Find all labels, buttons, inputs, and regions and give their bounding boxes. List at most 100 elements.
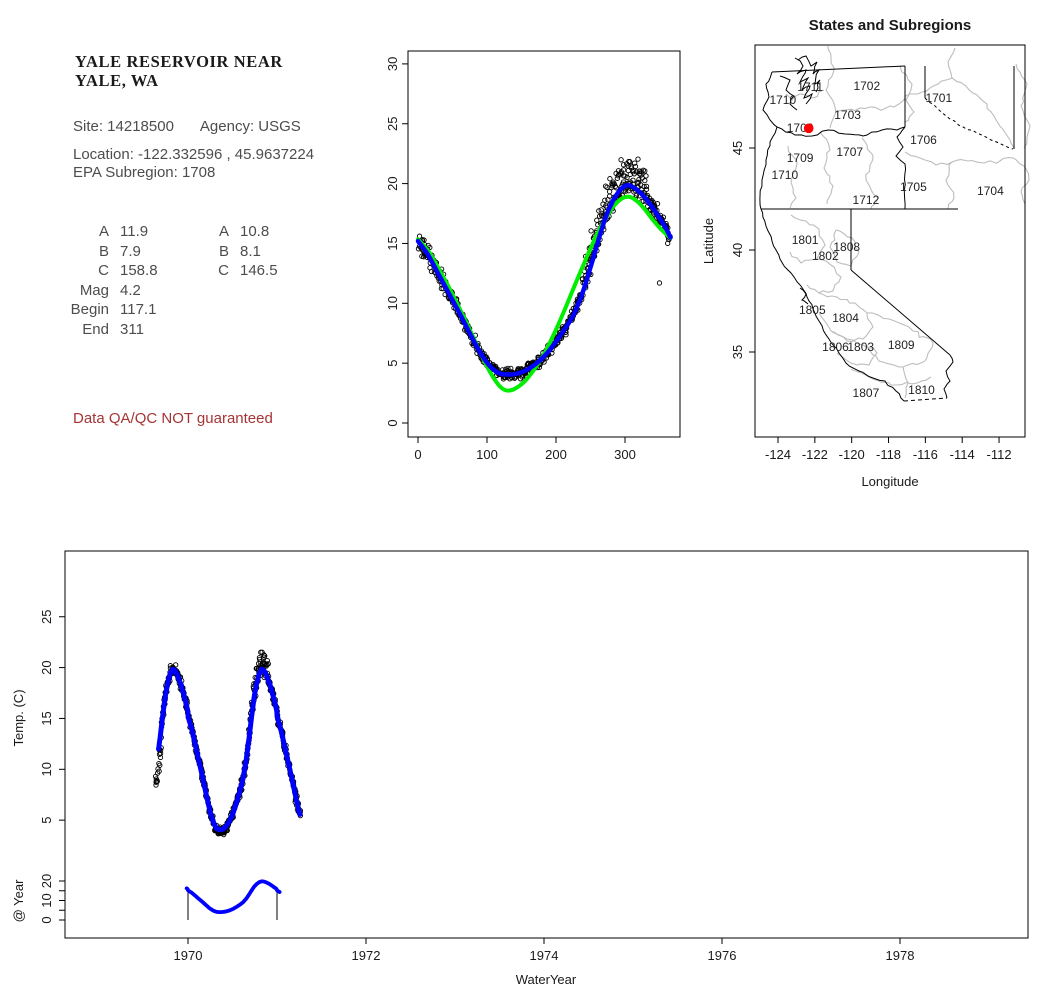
svg-text:45: 45 <box>730 141 745 155</box>
plot-frame <box>407 50 681 438</box>
epa-subregion-line: EPA Subregion: 1708 <box>73 164 216 181</box>
inset-y-axis-label: @ Year <box>11 879 26 923</box>
subregion-label-1808: 1808 <box>833 240 860 254</box>
qa-warning-text: Data QA/QC NOT guaranteed <box>73 410 273 427</box>
svg-text:20: 20 <box>385 176 400 190</box>
station-title-line1: YALE RESERVOIR NEAR <box>75 52 283 71</box>
map-title: States and Subregions <box>809 17 972 34</box>
subregion-label-1803: 1803 <box>847 340 874 354</box>
scatter-points <box>152 649 304 838</box>
location-line: Location: -122.332596 , 45.9637224 <box>73 146 315 163</box>
subregion-label-1706: 1706 <box>910 133 937 147</box>
svg-text:10: 10 <box>39 762 54 776</box>
subregion-label-1801: 1801 <box>792 233 819 247</box>
blue-fit-curve <box>415 183 673 377</box>
timeseries-x-axis-label: WaterYear <box>516 972 577 987</box>
svg-text:0: 0 <box>385 419 400 426</box>
subregion-label-1702: 1702 <box>853 79 880 93</box>
station-marker <box>803 123 814 134</box>
subregion-label-1809: 1809 <box>888 338 915 352</box>
subregion-label-1802: 1802 <box>812 249 839 263</box>
fit-parameter-row: A 11.9 A 10.8 <box>98 223 270 240</box>
svg-text:10: 10 <box>385 296 400 310</box>
subregion-label-1807: 1807 <box>853 386 880 400</box>
subregion-label-1707: 1707 <box>836 145 863 159</box>
station-title: YALE RESERVOIR NEAR YALE, WA <box>75 52 283 91</box>
svg-text:5: 5 <box>39 817 54 824</box>
svg-text:1978: 1978 <box>886 948 915 963</box>
seasonal-inset <box>184 879 282 920</box>
svg-text:0: 0 <box>414 447 421 462</box>
site-agency-line: Site: 14218500 Agency: USGS <box>73 118 301 135</box>
fit-parameter-row: Begin 117.1 <box>70 301 157 318</box>
fit-parameter-row: Mag 4.2 <box>79 281 141 299</box>
station-title-line2: YALE, WA <box>75 71 159 91</box>
svg-text:10: 10 <box>39 893 54 907</box>
timeseries-y-axis-label: Temp. (C) <box>11 689 26 746</box>
fit-parameter-row: C 158.8 C 146.5 <box>98 262 278 279</box>
svg-text:-122: -122 <box>802 447 828 462</box>
svg-text:1972: 1972 <box>352 948 381 963</box>
subregion-label-1804: 1804 <box>832 311 859 325</box>
subregion-label-1806: 1806 <box>822 340 849 354</box>
scatter-points <box>415 156 673 382</box>
subregion-label-1712: 1712 <box>853 193 880 207</box>
svg-text:15: 15 <box>39 711 54 725</box>
svg-text:-124: -124 <box>765 447 791 462</box>
region-map: -124 -122 -120 -118 -116 -114 -112354045171117… <box>730 44 1031 462</box>
plot-frame <box>64 550 1029 939</box>
subregion-label-1710: 1710 <box>771 168 798 182</box>
svg-text:40: 40 <box>730 243 745 257</box>
svg-text:1974: 1974 <box>530 948 559 963</box>
svg-text:35: 35 <box>730 345 745 359</box>
timeseries-plot: 1970 1972 1974 1976 1978 5 10 15 20 25 0 10 20 <box>39 550 1029 963</box>
subregion-label-1704: 1704 <box>977 184 1004 198</box>
subregion-label-1709: 1709 <box>787 151 814 165</box>
subregion-label-1805: 1805 <box>799 303 826 317</box>
subregion-label-1705: 1705 <box>900 180 927 194</box>
svg-text:100: 100 <box>476 447 498 462</box>
svg-text:20: 20 <box>39 874 54 888</box>
axes: 1970 1972 1974 1976 1978 5 10 15 20 25 0 10 20 <box>39 610 914 963</box>
svg-text:15: 15 <box>385 236 400 250</box>
map-x-axis-label: Longitude <box>861 474 918 489</box>
axes: 0 100 200 300 0 5 10 15 20 25 30 <box>385 57 636 462</box>
svg-text:-112: -112 <box>987 447 1012 462</box>
agency: Agency: USGS <box>199 118 301 135</box>
svg-text:-120: -120 <box>839 447 865 462</box>
fit-parameter-row: B 7.9 B 8.1 <box>98 242 261 260</box>
blue-fit-curve <box>156 666 303 833</box>
subregion-label-1810: 1810 <box>908 383 935 397</box>
subregion-label-1710: 1710 <box>769 93 796 107</box>
svg-text:-116: -116 <box>913 447 938 462</box>
plot-frame <box>754 44 1026 438</box>
subregion-label-1701: 1701 <box>925 91 952 105</box>
svg-text:0: 0 <box>39 916 54 923</box>
svg-text:-118: -118 <box>876 447 901 462</box>
station-info-panel: YALE RESERVOIR NEAR YALE, WA Site: 14218… <box>71 52 403 452</box>
subregion-labels: 1711171017021701170317081706170717091710… <box>769 79 1004 400</box>
svg-text:20: 20 <box>39 660 54 674</box>
inset-seasonal-curve <box>184 879 282 914</box>
svg-text:-114: -114 <box>950 447 975 462</box>
svg-text:1976: 1976 <box>708 948 737 963</box>
svg-text:25: 25 <box>39 610 54 624</box>
fit-parameters-table: A 11.9 A 10.8 B 7.9 B 8.1 C 158.8 C 146.5 Mag 4.2 Begi… <box>63 222 289 339</box>
svg-text:30: 30 <box>385 57 400 71</box>
subregion-label-1703: 1703 <box>834 108 861 122</box>
svg-text:1970: 1970 <box>174 948 203 963</box>
map-y-axis-label: Latitude <box>701 218 716 264</box>
svg-text:25: 25 <box>385 117 400 131</box>
site-id: Site: 14218500 <box>73 118 174 135</box>
svg-text:300: 300 <box>614 447 636 462</box>
subregion-label-1711: 1711 <box>797 80 823 94</box>
fit-parameter-row: End 311 <box>82 320 144 338</box>
subregion-boundaries <box>785 45 1031 399</box>
svg-text:200: 200 <box>545 447 567 462</box>
svg-text:5: 5 <box>385 360 400 367</box>
axes: -124 -122 -120 -118 -116 -114 -112 35 40 45 <box>730 141 1012 462</box>
seasonal-fit-plot: 0 100 200 300 0 5 10 15 20 25 30 <box>385 50 681 462</box>
state-boundaries <box>759 55 1015 402</box>
